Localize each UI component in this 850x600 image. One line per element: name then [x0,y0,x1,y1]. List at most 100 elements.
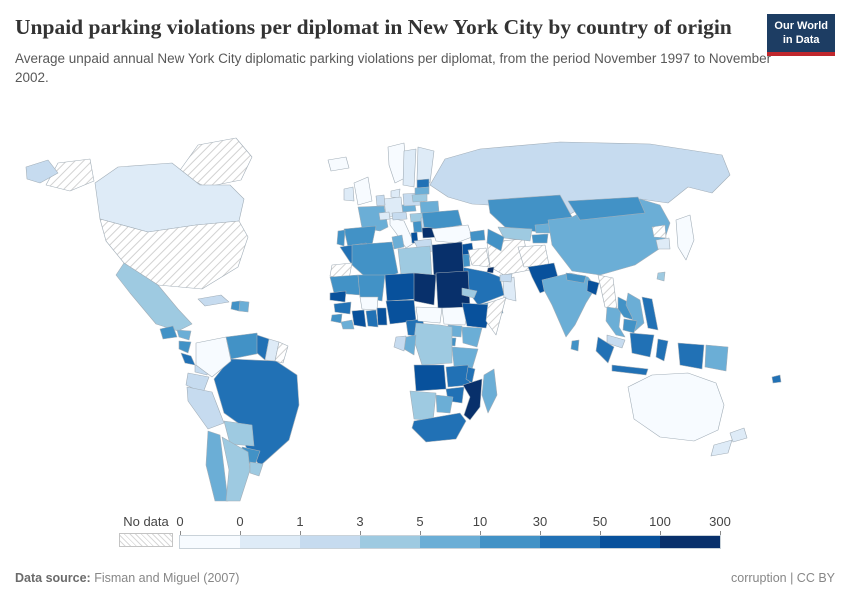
country-indonesia-sumatra[interactable] [595,336,615,364]
country-argentina[interactable] [221,436,251,502]
country-benin[interactable] [376,307,388,326]
country-united-states-alaska[interactable] [45,158,95,192]
country-dominican-republic[interactable] [238,300,250,313]
country-kuwait[interactable] [486,266,495,274]
legend-swatch-3[interactable] [360,536,420,548]
country-united-kingdom[interactable] [353,176,373,206]
country-vietnam[interactable] [625,292,645,332]
country-lithuania[interactable] [411,193,428,203]
country-finland[interactable] [416,146,435,184]
legend-swatch-4[interactable] [420,536,480,548]
footer-datasource-value[interactable]: Fisman and Miguel (2007) [94,571,240,585]
country-north-korea[interactable] [651,224,667,239]
country-cuba[interactable] [197,294,230,307]
country-indonesia-papua[interactable] [677,342,705,370]
country-gabon[interactable] [393,335,407,352]
country-united-states[interactable] [99,218,249,290]
country-cambodia[interactable] [622,318,638,334]
country-burkina-faso[interactable] [359,296,379,311]
country-haiti[interactable] [230,300,241,312]
country-norway[interactable] [387,142,408,184]
country-new-zealand-south[interactable] [710,439,733,457]
country-nicaragua[interactable] [178,340,192,354]
country-nepal[interactable] [565,272,587,284]
country-latvia[interactable] [414,186,430,196]
country-costa-rica[interactable] [180,352,196,366]
country-sweden[interactable] [402,148,417,188]
country-new-zealand-north[interactable] [729,427,748,443]
country-venezuela[interactable] [225,332,262,360]
country-tunisia[interactable] [391,234,405,250]
country-indonesia-java[interactable] [611,364,649,376]
country-sierra-leone[interactable] [330,313,343,324]
owid-logo[interactable]: Our World in Data [767,14,835,56]
country-turkey[interactable] [431,224,473,244]
country-australia[interactable] [627,372,725,442]
legend-no-data-swatch[interactable] [119,533,173,547]
country-ethiopia[interactable] [461,302,493,329]
country-papua-new-guinea[interactable] [704,344,729,372]
legend-swatch-6[interactable] [540,536,600,548]
country-estonia[interactable] [416,178,430,189]
country-indonesia-sulawesi[interactable] [655,338,669,362]
country-cote-divoire[interactable] [351,309,367,328]
country-iceland[interactable] [327,156,350,172]
country-peru[interactable] [186,386,225,430]
country-malaysia[interactable] [606,334,626,349]
legend-swatch-2[interactable] [300,536,360,548]
country-iraq[interactable] [467,247,491,268]
legend-swatch-7[interactable] [600,536,660,548]
country-philippines[interactable] [641,296,659,331]
country-chile[interactable] [205,430,229,502]
country-french-guiana[interactable] [274,341,289,364]
legend-swatch-8[interactable] [660,536,720,548]
country-bangladesh[interactable] [586,279,600,296]
country-tajikistan[interactable] [531,233,549,244]
country-japan[interactable] [675,214,695,261]
country-indonesia-borneo[interactable] [629,332,655,358]
country-namibia[interactable] [409,390,437,422]
country-somalia[interactable] [485,296,507,336]
country-botswana[interactable] [435,394,454,414]
country-mozambique[interactable] [462,378,483,421]
legend-swatch-5[interactable] [480,536,540,548]
country-honduras[interactable] [176,329,192,341]
country-ireland[interactable] [343,186,355,202]
country-colombia[interactable] [195,336,232,378]
country-russia-chukotka[interactable] [25,159,59,184]
country-portugal[interactable] [336,229,346,247]
country-serbia[interactable] [412,220,423,233]
country-eritrea[interactable] [461,287,478,299]
footer-credits[interactable]: corruption | CC BY [731,571,835,585]
country-denmark[interactable] [390,188,401,199]
country-bolivia[interactable] [223,420,255,447]
country-netherlands[interactable] [375,194,386,207]
country-myanmar[interactable] [597,274,618,311]
country-south-korea[interactable] [655,237,671,250]
country-ghana[interactable] [365,309,379,328]
country-mongolia[interactable] [567,196,646,221]
country-azerbaijan[interactable] [469,229,486,242]
country-uruguay[interactable] [249,461,264,477]
country-switzerland[interactable] [378,211,391,221]
country-dr-congo[interactable] [413,322,453,366]
country-niger[interactable] [384,272,417,302]
country-chad[interactable] [413,272,437,306]
country-angola[interactable] [413,364,447,392]
country-guatemala[interactable] [159,325,178,340]
country-guinea[interactable] [333,301,352,315]
country-central-african-republic[interactable] [415,306,443,324]
country-uae[interactable] [499,273,513,283]
legend-swatch-0[interactable] [180,536,240,548]
country-kenya[interactable] [461,326,483,348]
country-south-africa[interactable] [411,412,467,443]
country-taiwan[interactable] [656,271,666,282]
country-uzbekistan[interactable] [497,226,533,242]
country-france[interactable] [357,205,389,232]
country-senegal[interactable] [329,290,347,303]
country-south-sudan[interactable] [441,306,469,326]
country-madagascar[interactable] [481,368,498,414]
country-sri-lanka[interactable] [570,339,580,352]
country-turkmenistan[interactable] [486,228,505,252]
country-mali[interactable] [357,274,386,302]
